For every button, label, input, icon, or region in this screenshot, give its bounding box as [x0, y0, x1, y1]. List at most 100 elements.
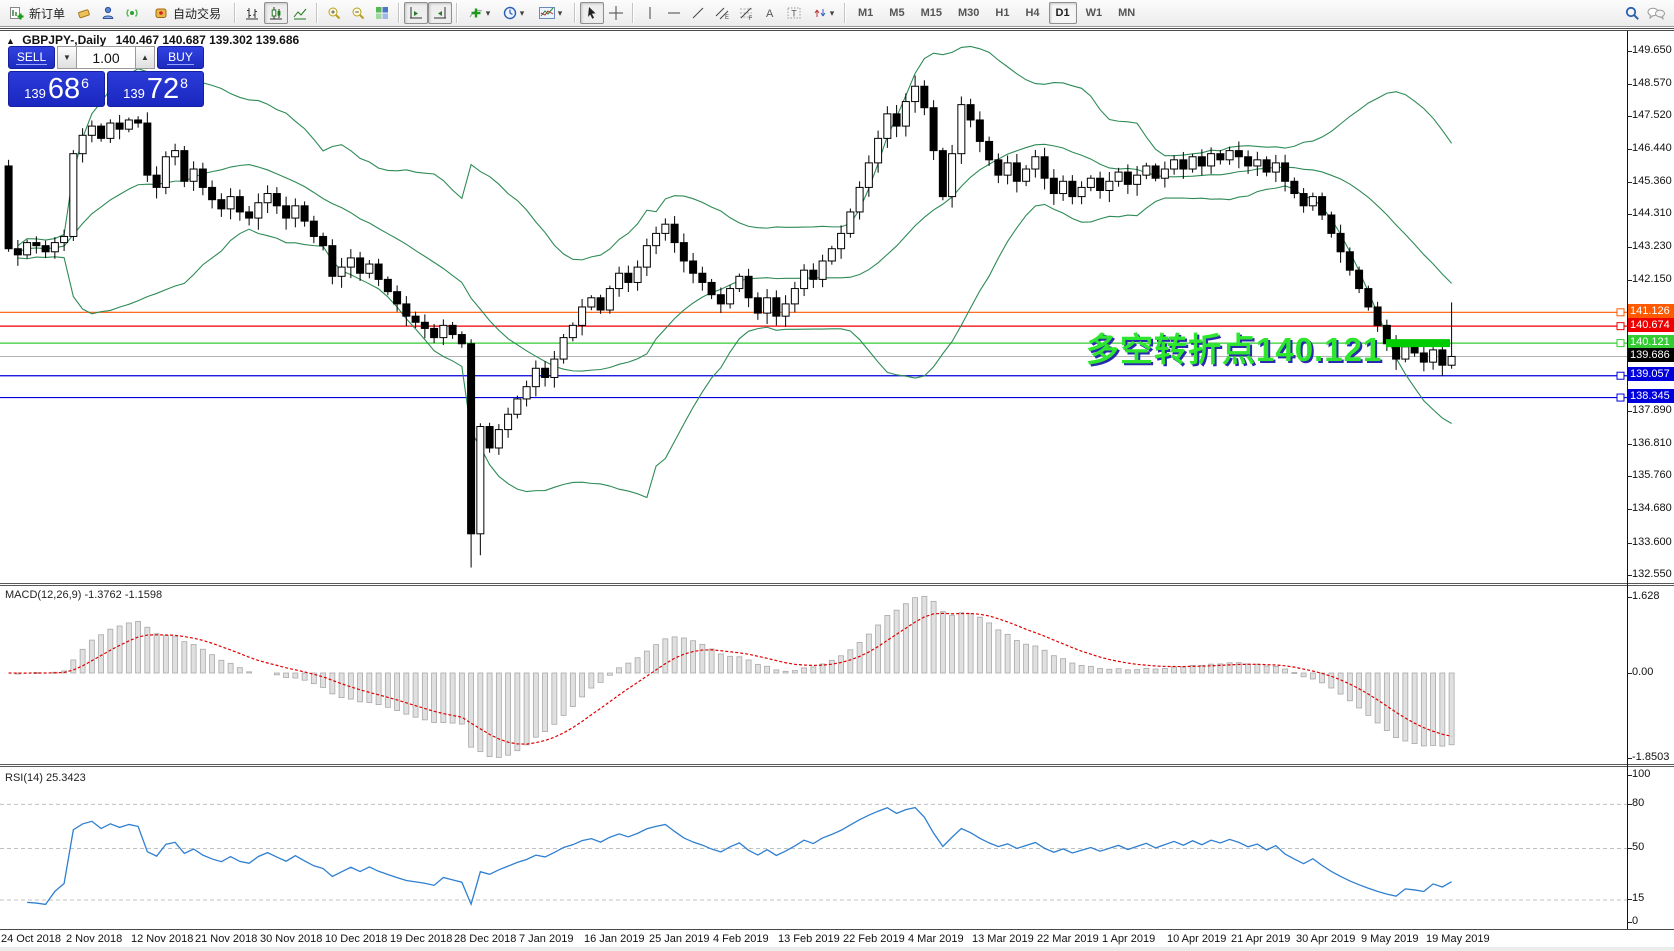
bottom-strip: [0, 947, 1674, 951]
arrows-icon: [814, 9, 826, 17]
chart-shift-button[interactable]: [404, 2, 428, 24]
periods-button[interactable]: ▾: [496, 2, 530, 24]
ohlc-marker-icon: ▲: [6, 36, 15, 46]
price-axis-tick: [1627, 476, 1632, 477]
macd-axis-label: -1.8503: [1632, 751, 1670, 763]
pivot-annotation[interactable]: 多空转折点140.121: [1086, 331, 1383, 368]
trendline-button[interactable]: [686, 2, 710, 24]
sell-price[interactable]: 139 68 6: [8, 71, 105, 107]
rsi-pane[interactable]: [0, 767, 1628, 929]
person-icon: [102, 6, 114, 19]
volume-decrease-button[interactable]: ▼: [57, 46, 77, 69]
volume-increase-button[interactable]: ▲: [135, 46, 155, 69]
toolbar-separator: [574, 3, 576, 23]
date-axis-label: 19 Dec 2018: [390, 933, 453, 945]
volume-stepper: ▼ 1.00 ▲: [57, 46, 155, 69]
toolbar-separator: [632, 3, 634, 23]
signal-icon: [126, 9, 138, 17]
vertical-line-button[interactable]: [638, 2, 662, 24]
rsi-axis-tick: [1627, 922, 1632, 923]
timeframe-button-m30[interactable]: M30: [957, 7, 980, 19]
price-axis-tick: [1627, 575, 1632, 576]
arrows-button[interactable]: ▾: [806, 2, 840, 24]
cursor-icon: [588, 7, 596, 19]
bar-chart-button[interactable]: [240, 2, 264, 24]
rsi-axis-label: 100: [1632, 768, 1651, 780]
price-axis-label: 137.890: [1632, 404, 1672, 416]
toolbar-separator: [398, 3, 400, 23]
autotrading-button[interactable]: 自动交易: [144, 2, 230, 24]
volume-input[interactable]: 1.00: [77, 46, 135, 69]
sell-price-sup: 6: [81, 75, 89, 91]
buy-price[interactable]: 139 72 8: [107, 71, 204, 107]
date-axis-label: 4 Mar 2019: [908, 933, 964, 945]
rsi-axis-tick: [1627, 848, 1632, 849]
bar-chart-icon: [246, 8, 258, 20]
timeframe-button-m1[interactable]: M1: [858, 7, 874, 19]
horizontal-line-button[interactable]: [662, 2, 686, 24]
tile-windows-button[interactable]: [370, 2, 394, 24]
date-axis: 24 Oct 2018 2 Nov 2018 12 Nov 2018 21 Nov 2…: [0, 933, 1674, 947]
add-indicator-button[interactable]: ▾: [462, 2, 496, 24]
sell-price-big: 68: [47, 73, 81, 105]
pane-separator[interactable]: [0, 764, 1674, 767]
auto-scroll-icon: [434, 7, 446, 19]
timeframe-button-m15[interactable]: M15: [920, 7, 942, 19]
date-axis-label: 4 Feb 2019: [713, 933, 769, 945]
chart-window-button[interactable]: [72, 2, 96, 24]
rsi-axis-tick: [1627, 899, 1632, 900]
auto-scroll-button[interactable]: [428, 2, 452, 24]
text-label-icon: T: [787, 7, 801, 19]
date-axis-label: 22 Feb 2019: [843, 933, 905, 945]
buy-button[interactable]: BUY: [157, 46, 204, 69]
price-axis-border: [1627, 31, 1628, 929]
price-axis-label: 142.150: [1632, 273, 1672, 285]
community-button[interactable]: [96, 2, 120, 24]
line-chart-button[interactable]: [288, 2, 312, 24]
timeframe-button-d1[interactable]: D1: [1048, 2, 1077, 24]
date-axis-label: 7 Jan 2019: [519, 933, 574, 945]
candlestick-chart-button[interactable]: [264, 2, 288, 24]
crosshair-button[interactable]: [604, 2, 628, 24]
price-axis-label: 132.550: [1632, 568, 1672, 580]
timeframe-button-w1[interactable]: W1: [1085, 7, 1103, 19]
price-axis-tick: [1627, 51, 1632, 52]
fibonacci-button[interactable]: F: [734, 2, 758, 24]
rsi-axis-tick: [1627, 775, 1632, 776]
pane-separator[interactable]: [0, 583, 1674, 586]
zoom-in-button[interactable]: [322, 2, 346, 24]
date-axis-label: 21 Nov 2018: [195, 933, 258, 945]
macd-pane[interactable]: [0, 586, 1628, 764]
channel-icon: E: [715, 7, 729, 21]
timeframe-toolbar: M1 M5 M15 M30 H1 H4 D1 W1 MN: [850, 2, 1143, 24]
timeframe-button-mn[interactable]: MN: [1118, 7, 1136, 19]
chat-button[interactable]: [1644, 2, 1668, 24]
date-axis-label: 10 Apr 2019: [1167, 933, 1227, 945]
date-axis-label: 2 Nov 2018: [66, 933, 123, 945]
templates-button[interactable]: ▾: [530, 2, 570, 24]
line-chart-icon: [293, 8, 307, 20]
price-chart-pane[interactable]: [0, 31, 1628, 583]
timeframe-button-m5[interactable]: M5: [889, 7, 905, 19]
new-order-button[interactable]: 新订单: [2, 2, 72, 24]
text-label-button[interactable]: T: [782, 2, 806, 24]
price-axis-label: 143.230: [1632, 240, 1672, 252]
price-axis-label: 135.760: [1632, 469, 1672, 481]
rsi-axis-label: 50: [1632, 841, 1645, 853]
zoom-out-button[interactable]: [346, 2, 370, 24]
arrows-caret-icon: ▾: [829, 7, 835, 18]
symbol-name: GBPJPY-,Daily: [22, 33, 107, 47]
search-button[interactable]: [1620, 2, 1644, 24]
date-axis-label: 28 Dec 2018: [454, 933, 517, 945]
channel-button[interactable]: E: [710, 2, 734, 24]
date-axis-label: 12 Nov 2018: [131, 933, 194, 945]
timeframe-button-h1[interactable]: H1: [995, 7, 1010, 19]
signals-button[interactable]: [120, 2, 144, 24]
timeframe-button-h4[interactable]: H4: [1025, 7, 1040, 19]
price-axis-tick: [1627, 543, 1632, 544]
sell-button[interactable]: SELL: [8, 46, 55, 69]
cursor-button[interactable]: [580, 2, 604, 24]
text-button[interactable]: A: [758, 2, 782, 24]
price-axis-label: 147.520: [1632, 109, 1672, 121]
macd-label: MACD(12,26,9) -1.3762 -1.1598: [5, 589, 163, 601]
